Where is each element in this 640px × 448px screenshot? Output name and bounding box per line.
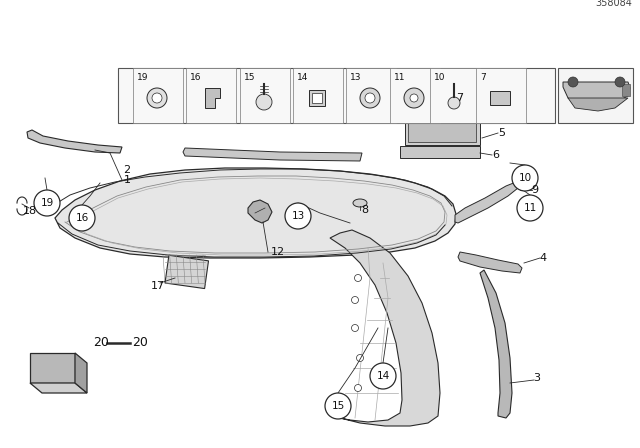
Bar — [309, 90, 325, 106]
Text: 4: 4 — [540, 253, 547, 263]
Text: 17: 17 — [151, 281, 165, 291]
Bar — [133, 68, 183, 123]
Text: 11: 11 — [524, 203, 536, 213]
Circle shape — [568, 77, 578, 87]
Circle shape — [512, 165, 538, 191]
Bar — [346, 68, 396, 123]
Text: 19: 19 — [40, 198, 54, 208]
Text: 18: 18 — [23, 206, 37, 216]
Circle shape — [34, 190, 60, 216]
Polygon shape — [205, 88, 220, 108]
Text: 9: 9 — [531, 185, 539, 195]
Polygon shape — [75, 353, 87, 393]
Polygon shape — [455, 182, 518, 223]
Polygon shape — [480, 270, 512, 418]
Text: 15: 15 — [244, 73, 255, 82]
Bar — [430, 68, 480, 123]
Text: 3: 3 — [534, 373, 541, 383]
Polygon shape — [330, 230, 440, 426]
Text: 7: 7 — [456, 93, 463, 103]
Polygon shape — [55, 168, 456, 258]
Text: 2: 2 — [124, 165, 131, 175]
Polygon shape — [568, 98, 628, 111]
Text: 7: 7 — [480, 73, 486, 82]
Ellipse shape — [353, 199, 367, 207]
Bar — [118, 68, 555, 123]
Circle shape — [256, 94, 272, 110]
Circle shape — [517, 195, 543, 221]
Circle shape — [370, 363, 396, 389]
Polygon shape — [30, 383, 87, 393]
Polygon shape — [30, 353, 75, 383]
Circle shape — [615, 77, 625, 87]
Circle shape — [355, 384, 362, 392]
Text: 14: 14 — [376, 371, 390, 381]
Text: 13: 13 — [350, 73, 362, 82]
Bar — [240, 68, 290, 123]
Text: 16: 16 — [190, 73, 202, 82]
Text: 20: 20 — [93, 336, 109, 349]
Circle shape — [404, 88, 424, 108]
Circle shape — [69, 205, 95, 231]
Text: 16: 16 — [76, 213, 88, 223]
Text: 5: 5 — [499, 128, 506, 138]
Circle shape — [355, 275, 362, 281]
Text: 10: 10 — [434, 73, 445, 82]
Polygon shape — [563, 82, 630, 105]
Text: 6: 6 — [493, 150, 499, 160]
Text: 19: 19 — [137, 73, 148, 82]
Circle shape — [152, 93, 162, 103]
Bar — [622, 84, 630, 96]
Bar — [390, 68, 440, 123]
Bar — [476, 68, 526, 123]
Circle shape — [410, 94, 418, 102]
Circle shape — [448, 97, 460, 109]
Text: 1: 1 — [124, 175, 131, 185]
Text: 20: 20 — [132, 336, 148, 349]
Circle shape — [285, 203, 311, 229]
Polygon shape — [248, 200, 272, 223]
Bar — [558, 68, 633, 123]
Bar — [415, 102, 467, 116]
Text: 358084: 358084 — [595, 0, 632, 8]
Text: 15: 15 — [332, 401, 344, 411]
Text: 8: 8 — [362, 205, 369, 215]
Bar — [165, 255, 209, 289]
Circle shape — [365, 93, 375, 103]
Bar — [312, 93, 322, 103]
Circle shape — [356, 354, 364, 362]
Text: 13: 13 — [291, 211, 305, 221]
Text: 12: 12 — [271, 247, 285, 257]
Polygon shape — [183, 148, 362, 161]
Polygon shape — [458, 252, 522, 273]
Bar — [293, 68, 343, 123]
Bar — [400, 146, 480, 158]
Text: 10: 10 — [518, 173, 532, 183]
Polygon shape — [27, 130, 122, 153]
Bar — [405, 117, 480, 145]
Text: 14: 14 — [297, 73, 308, 82]
Circle shape — [147, 88, 167, 108]
Circle shape — [360, 88, 380, 108]
Bar — [408, 120, 476, 142]
Bar — [186, 68, 236, 123]
Text: 11: 11 — [394, 73, 406, 82]
Circle shape — [351, 324, 358, 332]
Circle shape — [325, 393, 351, 419]
Circle shape — [351, 297, 358, 303]
Bar — [490, 91, 510, 105]
